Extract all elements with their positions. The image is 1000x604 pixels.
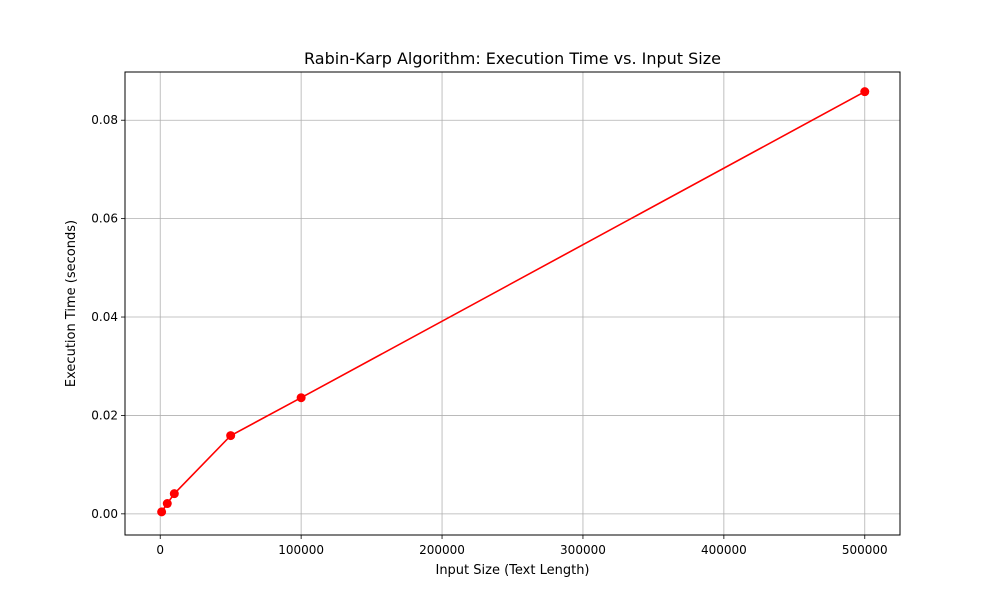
data-point [162, 499, 172, 509]
x-tick-label: 400000 [701, 543, 747, 557]
x-axis-label: Input Size (Text Length) [435, 563, 589, 578]
data-point [169, 489, 179, 499]
x-tick-label: 500000 [842, 543, 888, 557]
x-tick-label: 100000 [278, 543, 324, 557]
plot-frame [124, 71, 901, 536]
x-tick-label: 300000 [560, 543, 606, 557]
data-point [157, 507, 167, 517]
y-tick-label: 0.02 [91, 408, 118, 422]
ticks: 0 100000 200000 300000 400000 500000 0.00 0.02 0… [91, 113, 887, 557]
data-point [296, 393, 306, 403]
data-point [860, 87, 870, 97]
y-tick-label: 0.00 [91, 507, 118, 521]
x-tick-label: 200000 [419, 543, 465, 557]
chart-title: Rabin-Karp Algorithm: Execution Time vs.… [304, 49, 721, 68]
x-tick-label: 0 [156, 543, 164, 557]
y-tick-label: 0.08 [91, 113, 118, 127]
data-point [226, 431, 236, 441]
y-axis-label: Execution Time (seconds) [64, 220, 79, 387]
y-tick-label: 0.06 [91, 212, 118, 226]
grid [125, 72, 900, 535]
y-tick-label: 0.04 [91, 310, 118, 324]
series-layer [157, 87, 870, 517]
